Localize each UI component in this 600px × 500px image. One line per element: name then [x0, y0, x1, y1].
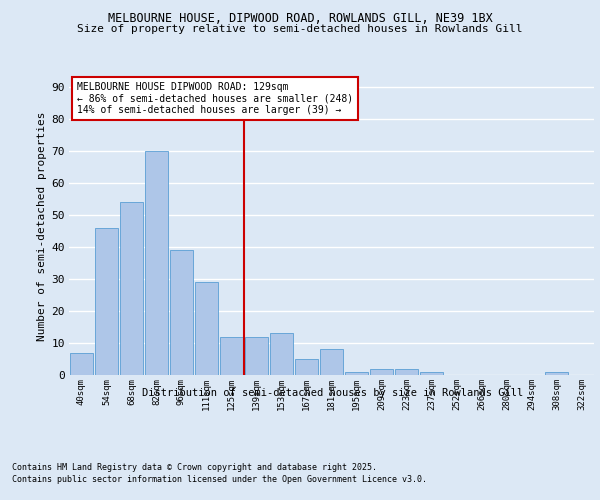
Text: MELBOURNE HOUSE DIPWOOD ROAD: 129sqm
← 86% of semi-detached houses are smaller (: MELBOURNE HOUSE DIPWOOD ROAD: 129sqm ← 8… [77, 82, 353, 115]
Bar [220, 336, 243, 375]
Bar [395, 368, 418, 375]
Bar [95, 228, 118, 375]
Bar [70, 352, 93, 375]
Bar [370, 368, 393, 375]
Y-axis label: Number of semi-detached properties: Number of semi-detached properties [37, 112, 47, 341]
Bar [245, 336, 268, 375]
Bar [320, 350, 343, 375]
Text: Contains HM Land Registry data © Crown copyright and database right 2025.: Contains HM Land Registry data © Crown c… [12, 462, 377, 471]
Bar [345, 372, 368, 375]
Bar [145, 151, 168, 375]
Text: Distribution of semi-detached houses by size in Rowlands Gill: Distribution of semi-detached houses by … [142, 388, 524, 398]
Bar [420, 372, 443, 375]
Bar [295, 359, 318, 375]
Bar [195, 282, 218, 375]
Bar [120, 202, 143, 375]
Text: Size of property relative to semi-detached houses in Rowlands Gill: Size of property relative to semi-detach… [77, 24, 523, 34]
Bar [545, 372, 568, 375]
Bar [170, 250, 193, 375]
Text: Contains public sector information licensed under the Open Government Licence v3: Contains public sector information licen… [12, 475, 427, 484]
Bar [270, 334, 293, 375]
Text: MELBOURNE HOUSE, DIPWOOD ROAD, ROWLANDS GILL, NE39 1BX: MELBOURNE HOUSE, DIPWOOD ROAD, ROWLANDS … [107, 12, 493, 26]
